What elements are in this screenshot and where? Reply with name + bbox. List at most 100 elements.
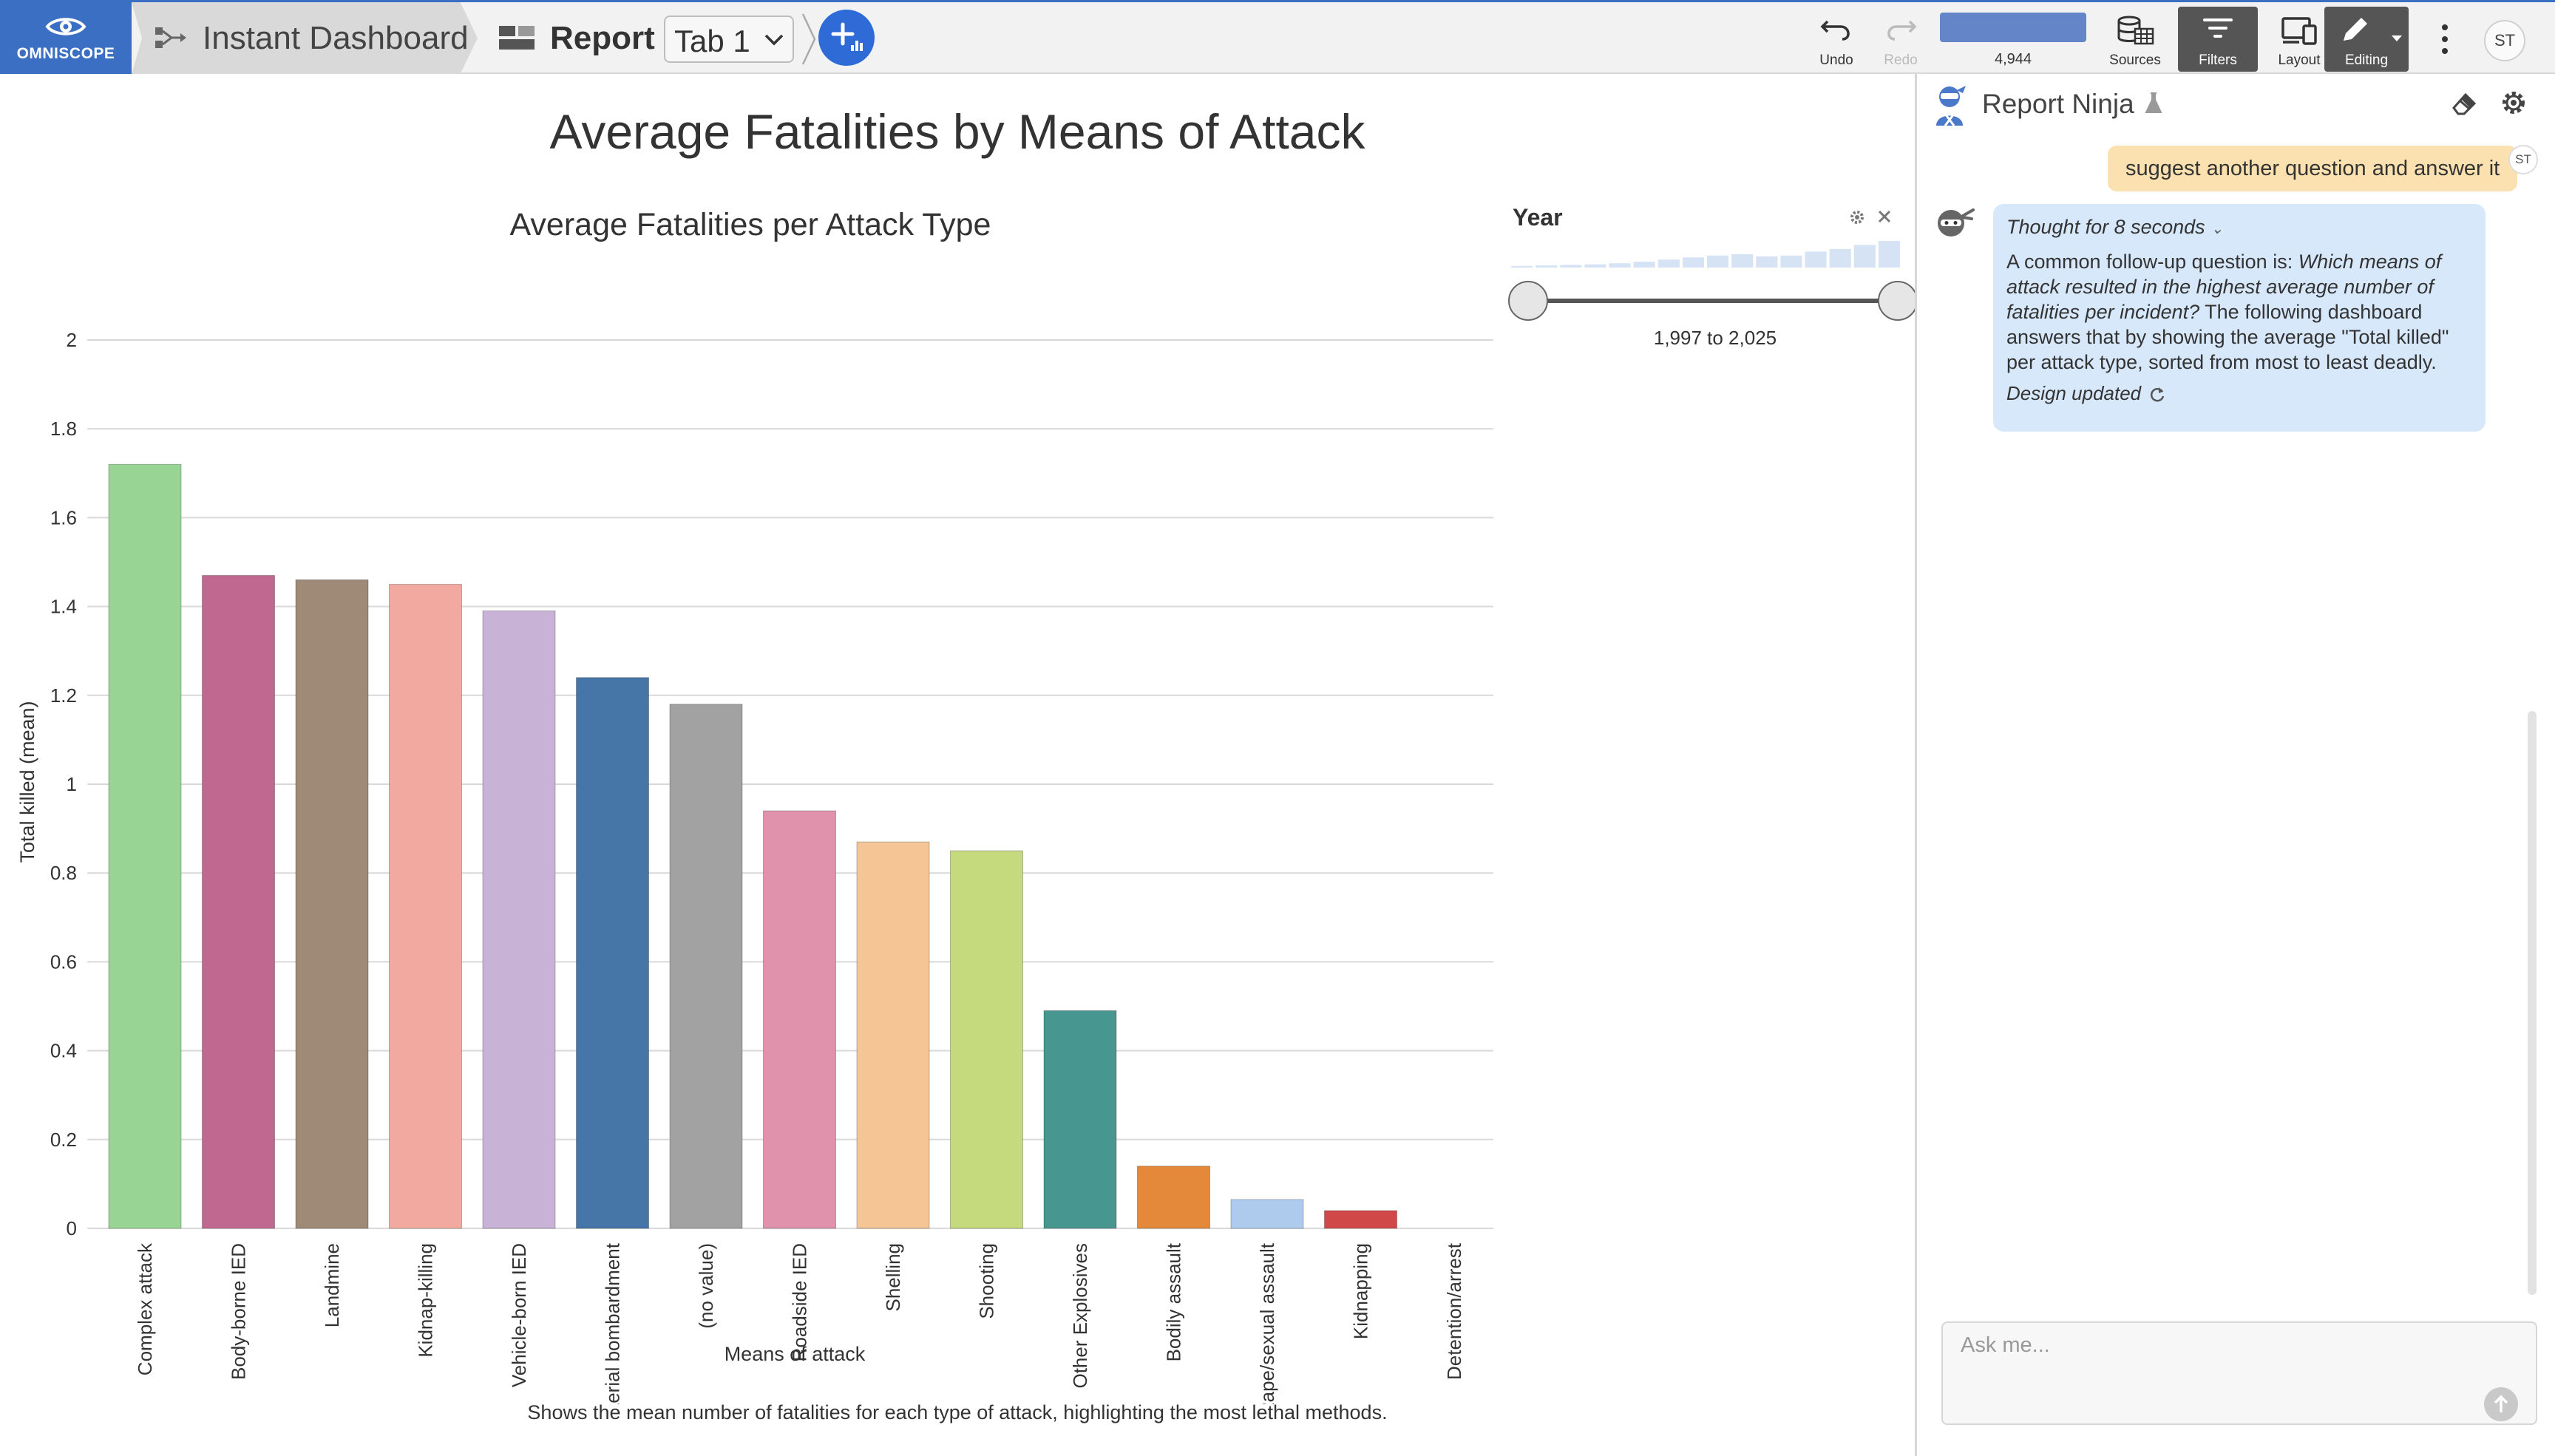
filters-button[interactable]: Filters xyxy=(2178,7,2258,72)
answer-prefix: A common follow-up question is: xyxy=(2006,251,2298,273)
y-tick-label: 0.8 xyxy=(50,862,77,884)
bar-kidnapping[interactable] xyxy=(1324,1210,1397,1229)
bar-shooting[interactable] xyxy=(950,850,1023,1229)
breadcrumb-report-label: Report xyxy=(550,20,655,56)
bar-roadside-ied[interactable] xyxy=(763,810,836,1229)
year-slider-max-handle[interactable] xyxy=(1878,281,1918,321)
year-histogram-bar xyxy=(1657,259,1680,268)
year-histogram-bar xyxy=(1682,257,1704,268)
filter-icon xyxy=(2203,18,2233,38)
eraser-icon[interactable] xyxy=(2451,90,2477,117)
chevron-down-icon xyxy=(764,34,784,46)
add-view-button[interactable] xyxy=(818,10,875,66)
design-updated-label: Design updated xyxy=(2006,382,2142,404)
breadcrumb-report[interactable]: Report xyxy=(482,2,800,74)
undo-button[interactable]: Undo xyxy=(1810,7,1863,72)
bar-no-value[interactable] xyxy=(669,704,743,1229)
x-axis-label: Means of attack xyxy=(725,1343,866,1365)
y-tick-label: 1 xyxy=(67,773,77,795)
x-tick-label: Aerial bombardment xyxy=(602,1242,624,1404)
thought-toggle[interactable]: Thought for 8 seconds ⌄ xyxy=(2006,214,2472,242)
record-count-indicator[interactable]: 4,944 xyxy=(1937,10,2089,69)
ask-input[interactable] xyxy=(1941,1321,2537,1425)
breadcrumb-project[interactable]: Instant Dashboard xyxy=(132,2,478,74)
bar-bodily-assault[interactable] xyxy=(1137,1166,1210,1229)
send-button[interactable] xyxy=(2484,1387,2518,1421)
bar-complex-attack[interactable] xyxy=(108,463,182,1229)
record-count-value: 4,944 xyxy=(1994,51,2032,67)
bar-kidnap-killing[interactable] xyxy=(389,584,462,1229)
undo-icon xyxy=(1820,20,1850,41)
x-tick-label: Other Explosives xyxy=(1069,1243,1091,1389)
year-filter: Year 1,997 to 2,025 xyxy=(1501,198,1918,457)
gear-icon[interactable] xyxy=(1848,208,1866,226)
y-tick-label: 2 xyxy=(67,329,77,351)
chevron-down-icon: ⌄ xyxy=(2210,221,2224,237)
year-histogram-bar xyxy=(1609,263,1631,268)
bar-vehicle-born-ied[interactable] xyxy=(482,610,556,1229)
year-filter-title: Year xyxy=(1513,204,1563,231)
y-tick-label: 0.6 xyxy=(50,950,77,973)
bar-body-borne-ied[interactable] xyxy=(202,575,275,1229)
tab-selector-value: Tab 1 xyxy=(674,24,750,58)
redo-label: Redo xyxy=(1884,52,1918,68)
settings-gear-icon[interactable] xyxy=(2500,89,2528,117)
bar-rape-sexual-assault[interactable] xyxy=(1230,1199,1304,1229)
year-histogram-bar xyxy=(1633,262,1655,268)
x-tick-label: (no value) xyxy=(695,1243,717,1329)
y-tick-label: 1.2 xyxy=(50,684,77,707)
page-title: Average Fatalities by Means of Attack xyxy=(549,104,1365,159)
record-count-bar xyxy=(1940,13,2086,42)
sources-label: Sources xyxy=(2109,52,2161,68)
x-tick-label: Roadside IED xyxy=(789,1243,811,1361)
bar-aerial-bombardment[interactable] xyxy=(576,677,649,1229)
x-tick-label: Kidnapping xyxy=(1350,1243,1372,1339)
y-tick-label: 0.4 xyxy=(50,1040,77,1062)
x-tick-label: Bodily assault xyxy=(1163,1242,1185,1361)
year-histogram-bar xyxy=(1829,248,1851,268)
year-histogram-bar xyxy=(1560,265,1582,268)
year-histogram-bar xyxy=(1707,255,1729,268)
y-tick-label: 1.4 xyxy=(50,596,77,618)
user-avatar[interactable]: ST xyxy=(2484,20,2525,61)
ninja-bot-icon xyxy=(1938,208,1975,237)
assistant-chat-message: Thought for 8 seconds ⌄ A common follow-u… xyxy=(1993,204,2486,432)
answer-rest: The following dashboard answers that by … xyxy=(2006,301,2449,373)
sources-button[interactable]: Sources xyxy=(2100,7,2171,72)
bar-landmine[interactable] xyxy=(295,579,369,1229)
workflow-icon xyxy=(155,27,186,48)
logo-text: OMNISCOPE xyxy=(16,45,115,62)
bar-other-explosives[interactable] xyxy=(1043,1010,1117,1229)
year-histogram-bar xyxy=(1853,245,1876,268)
omniscope-logo[interactable]: OMNISCOPE xyxy=(0,2,132,74)
bar-shelling[interactable] xyxy=(856,841,930,1229)
year-histogram-bar xyxy=(1584,264,1606,268)
top-toolbar: OMNISCOPE Instant Dashboard Report Tab 1 xyxy=(0,0,2555,74)
close-icon[interactable] xyxy=(1876,208,1893,225)
tab-selector[interactable]: Tab 1 xyxy=(664,16,794,63)
chart-bars xyxy=(108,463,1397,1229)
report-ninja-title: Report Ninja xyxy=(1982,89,2134,119)
year-slider-min-handle[interactable] xyxy=(1508,281,1548,321)
year-histogram-bar xyxy=(1536,265,1558,268)
bar-chart[interactable]: 0 0.2 0.4 0.6 0.8 1 1.2 1.4 1.6 1.8 2 Complex atta… xyxy=(0,192,1501,1404)
layout-devices-icon xyxy=(2281,17,2317,45)
year-histogram-bar xyxy=(1731,254,1754,268)
refresh-icon[interactable] xyxy=(2148,386,2166,404)
year-slider-track[interactable] xyxy=(1527,299,1900,303)
ninja-icon xyxy=(1936,86,1966,126)
breadcrumb-separator-icon xyxy=(801,13,816,65)
layout-button[interactable]: Layout xyxy=(2264,7,2335,72)
redo-button[interactable]: Redo xyxy=(1873,7,1928,72)
user-chat-message: suggest another question and answer it xyxy=(2108,146,2518,191)
y-tick-label: 0.2 xyxy=(50,1129,77,1151)
y-tick-label: 1.6 xyxy=(50,506,77,528)
answer-question: Which means of attack resulted in the hi… xyxy=(2006,251,2442,323)
chart-title: Average Fatalities per Attack Type xyxy=(509,207,991,242)
caret-down-icon[interactable] xyxy=(2391,35,2403,42)
more-vertical-icon[interactable] xyxy=(2432,23,2457,55)
chat-scrollbar[interactable] xyxy=(2528,711,2537,1295)
design-updated-status: Design updated xyxy=(2006,381,2472,406)
year-histogram-bar xyxy=(1780,255,1802,268)
editing-button[interactable]: Editing xyxy=(2324,7,2409,72)
